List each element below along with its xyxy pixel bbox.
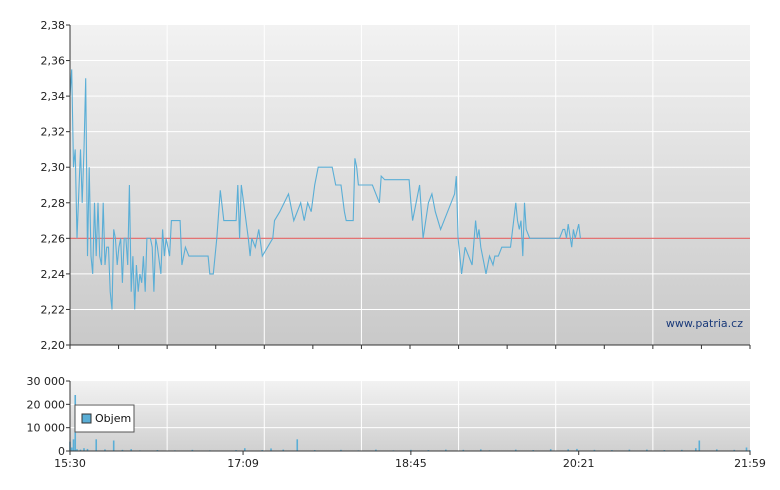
price-y-tick-label: 2,26 [41,232,66,245]
volume-y-tick-label: 10 000 [27,422,66,435]
volume-bar [375,449,377,451]
volume-y-tick-label: 0 [58,445,65,458]
volume-bar [72,439,75,451]
volume-x-ticks: 15:30 17:09 18:45 20:21 21:59 [54,451,766,470]
volume-bar [479,449,482,451]
x-tick-label: 15:30 [54,457,86,470]
price-y-tick-label: 2,22 [41,303,66,316]
volume-y-tick-label: 20 000 [27,398,66,411]
price-line [69,69,581,310]
volume-bar [410,449,412,451]
volume-bar [445,449,447,451]
volume-bar [340,449,342,451]
price-y-tick-label: 2,20 [41,339,66,352]
volume-legend: Objem [74,404,135,433]
price-y-tick-label: 2,28 [41,197,66,210]
volume-bar [514,449,517,451]
volume-bar [244,448,246,451]
price-y-tick-label: 2,24 [41,268,66,281]
volume-bar [567,449,570,451]
volume-bar [646,449,648,451]
volume-bar [576,448,578,451]
x-tick-label: 21:59 [734,457,766,470]
legend-label: Objem [95,412,131,425]
volume-bar [733,449,736,451]
price-y-tick-label: 2,32 [41,126,66,139]
volume-bar [549,449,552,451]
price-y-ticks: 2,20 2,22 2,24 2,26 2,28 2,30 2,32 2,34 2,36 2,38 [41,19,70,352]
volume-bar [593,449,596,451]
volume-bar [296,439,299,451]
volume-bar [112,440,115,451]
price-y-tick-label: 2,36 [41,55,66,68]
x-tick-label: 20:21 [563,457,595,470]
volume-bar [282,449,285,451]
volume-bar [745,447,748,451]
volume-bar [79,449,82,451]
volume-plot-area [70,381,750,451]
volume-y-ticks: 0 10 000 20 000 30 000 [27,375,70,458]
volume-grid [70,381,750,451]
volume-bar [715,449,718,451]
price-y-tick-label: 2,38 [41,19,66,32]
volume-bar [83,448,85,451]
volume-bar [86,448,89,451]
price-x-tick-marks [69,345,751,349]
volume-bar [628,449,631,451]
volume-bar [191,449,194,451]
volume-bar [695,448,697,451]
volume-bar [76,449,78,451]
volume-bar [104,449,106,451]
volume-bar [462,449,465,451]
x-tick-label: 18:45 [395,457,427,470]
volume-bar [270,448,272,451]
volume-bar [121,449,124,451]
volume-y-tick-label: 30 000 [27,375,66,388]
watermark: www.patria.cz [666,317,743,330]
legend-swatch [81,413,92,424]
price-y-tick-label: 2,30 [41,161,66,174]
volume-bar [70,447,73,451]
volume-bar [130,449,132,451]
volume-bar [698,440,701,451]
volume-bar [95,439,98,451]
volume-bar [681,449,683,451]
x-tick-label: 17:09 [227,457,259,470]
price-y-tick-label: 2,34 [41,90,66,103]
